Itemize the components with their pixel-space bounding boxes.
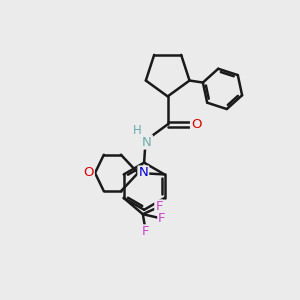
Text: O: O <box>191 118 202 131</box>
Text: F: F <box>158 212 166 225</box>
Text: H: H <box>133 124 142 137</box>
Text: F: F <box>142 225 149 239</box>
Text: N: N <box>138 167 148 179</box>
Text: N: N <box>142 136 152 148</box>
Text: O: O <box>83 167 94 179</box>
Text: F: F <box>155 200 163 213</box>
